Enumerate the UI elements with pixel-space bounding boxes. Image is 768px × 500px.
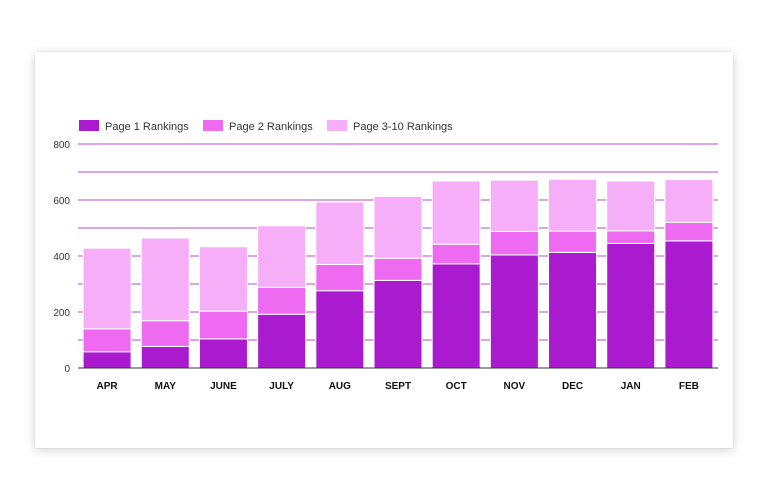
x-tick-label: MAY (155, 381, 177, 392)
x-tick-label: JAN (621, 381, 641, 392)
bar-segment-nov-series-3 (489, 179, 539, 232)
x-tick-label: DEC (562, 381, 583, 392)
bars (82, 178, 714, 369)
bar-segment-apr-series-1 (82, 351, 132, 369)
x-tick-label: OCT (446, 381, 467, 392)
legend-label: Page 2 Rankings (229, 121, 313, 133)
legend-swatch (327, 120, 347, 131)
bar-segment-jan-series-3 (606, 180, 656, 232)
x-tick-label: FEB (679, 381, 699, 392)
bar-segment-feb-series-1 (664, 240, 714, 369)
bar-segment-dec-series-3 (548, 178, 598, 232)
bar-segment-dec-series-2 (548, 230, 598, 253)
bar-segment-sept-series-2 (373, 257, 423, 281)
legend: Page 1 Rankings Page 2 Rankings Page 3-10 … (79, 120, 453, 133)
legend-label: Page 1 Rankings (105, 121, 189, 133)
bar-segment-may-series-2 (140, 320, 190, 347)
x-tick-label: JULY (269, 381, 294, 392)
x-tick-label: NOV (504, 381, 526, 392)
bar-segment-oct-series-1 (431, 263, 481, 369)
bar-segment-july-series-3 (257, 225, 307, 288)
legend-swatch (203, 120, 223, 131)
x-tick-label: AUG (329, 381, 351, 392)
bar-segment-july-series-1 (257, 313, 307, 369)
bar-segment-dec-series-1 (548, 251, 598, 369)
y-tick-label: 400 (53, 252, 70, 263)
y-tick-label: 600 (53, 196, 70, 207)
bar-segment-aug-series-2 (315, 263, 365, 292)
bar-segment-apr-series-2 (82, 328, 132, 353)
legend-swatch (79, 120, 99, 131)
y-tick-label: 0 (64, 364, 70, 375)
y-tick-label: 800 (53, 140, 70, 151)
bar-segment-nov-series-2 (489, 230, 539, 256)
x-tick-label: SEPT (385, 381, 411, 392)
bar-segment-feb-series-2 (664, 221, 714, 242)
bar-segment-jan-series-2 (606, 230, 656, 244)
x-tick-label: APR (97, 381, 119, 392)
bar-segment-oct-series-3 (431, 180, 481, 245)
y-tick-label: 200 (53, 308, 70, 319)
bar-segment-may-series-1 (140, 345, 190, 369)
bar-segment-nov-series-1 (489, 254, 539, 369)
bar-segment-sept-series-3 (373, 195, 423, 259)
bar-segment-june-series-3 (198, 246, 248, 312)
bar-segment-jan-series-1 (606, 242, 656, 369)
bar-segment-feb-series-3 (664, 179, 714, 223)
bar-segment-sept-series-1 (373, 279, 423, 369)
bar-segment-apr-series-3 (82, 247, 132, 330)
x-tick-label: JUNE (210, 381, 237, 392)
axes: 0 200 400 600 800 APR MAY JUNE JULY AUG SEPT OCT NOV… (53, 140, 718, 392)
bar-segment-june-series-1 (198, 338, 248, 369)
bar-segment-oct-series-2 (431, 243, 481, 265)
bar-segment-july-series-2 (257, 286, 307, 315)
legend-label: Page 3-10 Rankings (353, 121, 453, 133)
bar-segment-aug-series-1 (315, 290, 365, 369)
bar-segment-aug-series-3 (315, 201, 365, 265)
bar-segment-may-series-3 (140, 237, 190, 322)
bar-segment-june-series-2 (198, 310, 248, 340)
